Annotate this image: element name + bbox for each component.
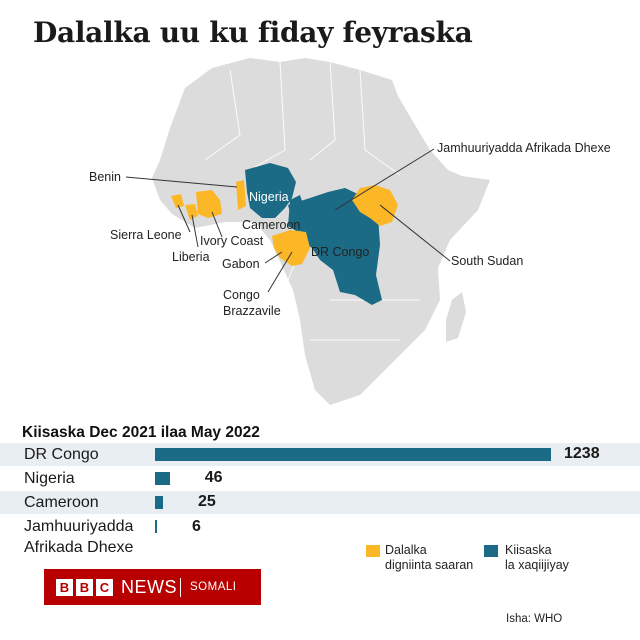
bar-category-label: Nigeria bbox=[24, 470, 75, 487]
label-congo-brazzaville-line2: Brazzavile bbox=[223, 304, 281, 318]
bar-row: Cameroon 25 bbox=[0, 491, 640, 514]
label-dr-congo: DR Congo bbox=[311, 245, 369, 259]
bar-value-label: 1238 bbox=[564, 445, 600, 462]
label-benin: Benin bbox=[89, 170, 121, 184]
label-gabon: Gabon bbox=[222, 257, 260, 271]
country-gabon-congo bbox=[272, 230, 310, 266]
country-cameroon bbox=[288, 195, 308, 232]
label-nigeria: Nigeria bbox=[249, 190, 289, 204]
bar-value-label: 46 bbox=[204, 469, 223, 486]
leader-lines bbox=[125, 148, 451, 293]
logo-news: NEWS bbox=[121, 577, 177, 597]
country-south-sudan bbox=[352, 185, 398, 226]
logo-letter: B bbox=[56, 579, 73, 596]
legend-swatch-suspected bbox=[366, 545, 380, 557]
bar-category-label: Cameroon bbox=[24, 494, 99, 511]
bar-value-label: 25 bbox=[197, 493, 216, 510]
legend-label-suspected-line1: Dalalka bbox=[385, 543, 427, 557]
legend-label-confirmed-line2: la xaqiijiyay bbox=[505, 558, 569, 572]
bbc-news-somali-logo: B B C NEWS SOMALI bbox=[44, 569, 261, 605]
bar-row: Nigeria 46 bbox=[0, 467, 640, 490]
bar-category-label-line1: Jamhuuriyadda bbox=[24, 518, 134, 535]
page-title: Dalalka uu ku fiday feyraska bbox=[33, 16, 473, 49]
logo-letter: C bbox=[96, 579, 113, 596]
bar-value-label: 6 bbox=[192, 518, 201, 535]
bar bbox=[155, 448, 551, 461]
country-ivory-coast bbox=[196, 190, 222, 218]
label-south-sudan: South Sudan bbox=[451, 254, 523, 268]
label-car: Jamhuuriyadda Afrikada Dhexe bbox=[437, 141, 611, 155]
bar-row: DR Congo 1238 bbox=[0, 443, 640, 466]
country-benin bbox=[236, 180, 246, 210]
source-note: Isha: WHO bbox=[506, 613, 563, 625]
africa-map: Benin Nigeria Sierra Leone Ivory Coast L… bbox=[89, 58, 611, 405]
legend-label-suspected-line2: digniinta saaran bbox=[385, 558, 474, 572]
logo-divider bbox=[180, 578, 181, 597]
bar bbox=[155, 472, 170, 485]
bar-row: Jamhuuriyadda Afrikada Dhexe 6 bbox=[0, 516, 640, 560]
bar-category-label: DR Congo bbox=[24, 446, 99, 463]
bar bbox=[155, 520, 157, 533]
logo-service: SOMALI bbox=[190, 581, 237, 593]
country-nigeria bbox=[245, 163, 296, 218]
label-congo-brazzaville-line1: Congo bbox=[223, 288, 260, 302]
country-car-drcongo bbox=[288, 188, 382, 305]
legend-label-confirmed-line1: Kiisaska bbox=[505, 543, 552, 557]
bar bbox=[155, 496, 163, 509]
logo-letter: B bbox=[76, 579, 93, 596]
country-borders bbox=[204, 61, 420, 341]
bar-category-label-line2: Afrikada Dhexe bbox=[24, 539, 134, 556]
label-liberia: Liberia bbox=[172, 250, 210, 264]
legend-swatch-confirmed bbox=[484, 545, 498, 557]
chart-title: Kiisaska Dec 2021 ilaa May 2022 bbox=[22, 424, 260, 441]
label-ivory-coast: Ivory Coast bbox=[200, 234, 264, 248]
madagascar bbox=[446, 292, 466, 342]
label-cameroon: Cameroon bbox=[242, 218, 300, 232]
country-liberia bbox=[185, 204, 198, 220]
label-sierra-leone: Sierra Leone bbox=[110, 228, 182, 242]
country-sierra-leone bbox=[171, 194, 184, 208]
